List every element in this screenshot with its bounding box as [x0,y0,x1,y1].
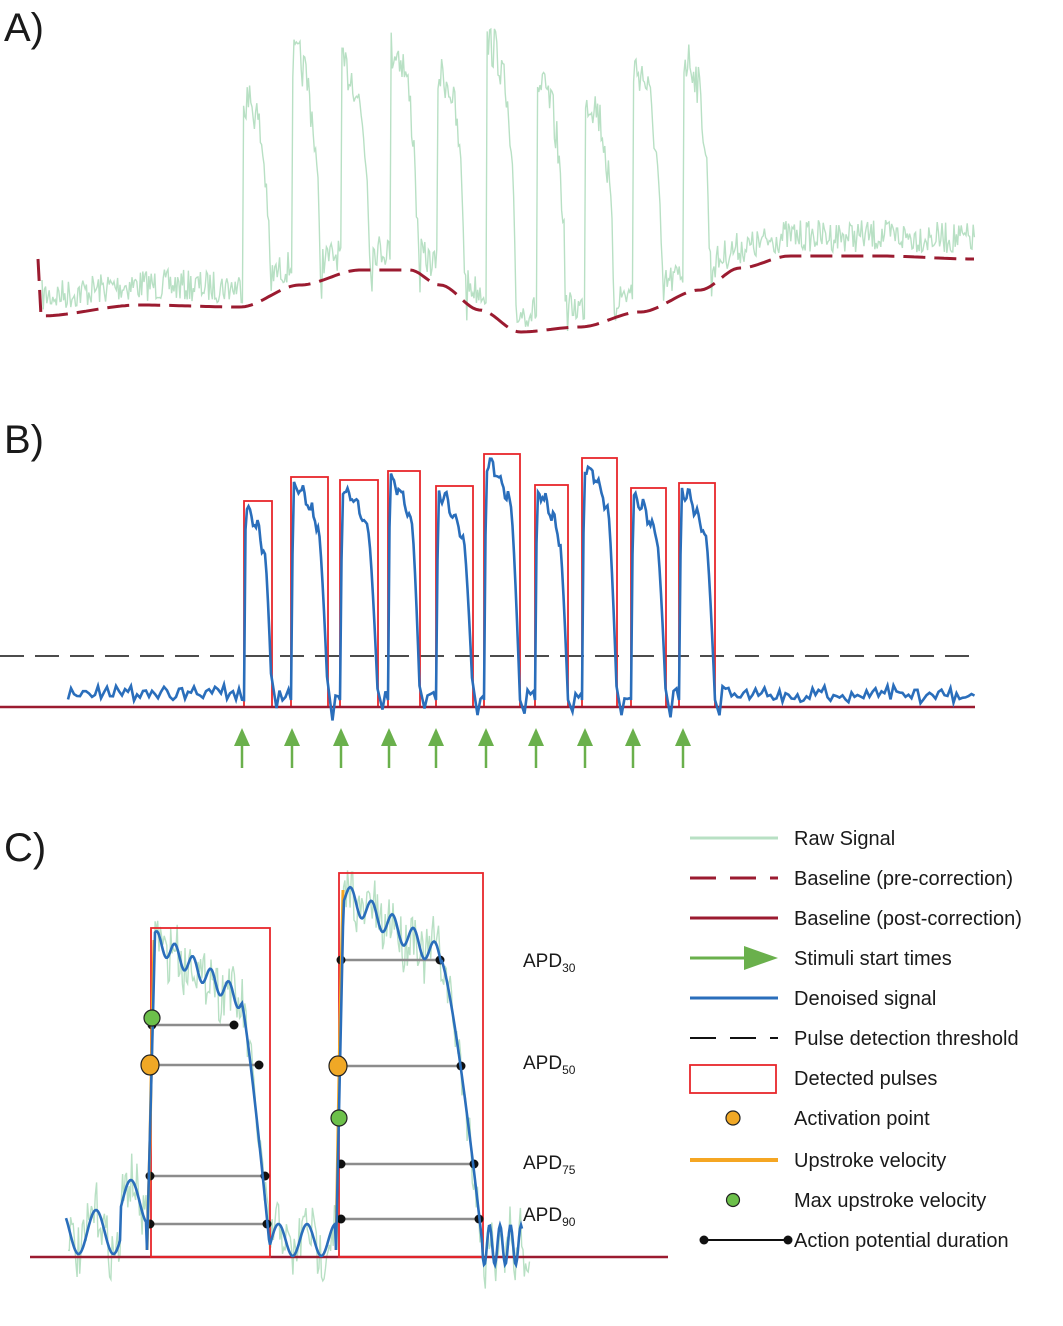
stimulus-arrow-9 [625,728,641,768]
stimulus-arrow-3 [333,728,349,768]
panel-label-c: C) [4,826,47,870]
stimulus-arrow-10 [675,728,691,768]
legend-item-baseline-pre: Baseline (pre-correction) [794,868,1013,890]
stimuli-arrows-group [234,728,691,768]
apd-line-5 [336,955,445,965]
legend-item-max-upstroke: Max upstroke velocity [794,1190,987,1212]
legend-item-upstroke: Upstroke velocity [794,1150,947,1172]
panel-c-apd-detail [30,870,668,1289]
legend-item-baseline-post: Baseline (post-correction) [794,908,1022,930]
legend-item-activation: Activation point [794,1108,930,1130]
legend-pulses-swatch [689,1064,777,1094]
activation-point-1 [140,1054,160,1076]
activation-point-2 [328,1055,348,1077]
apd-line-4 [145,1219,272,1229]
max-upstroke-velocity-point-1 [143,1009,161,1027]
legend-activation-dot [725,1110,741,1126]
legend-apd-swatch [699,1235,793,1245]
panel-b-denoised-signal [0,453,976,768]
legend-max-upstroke-dot [725,1192,741,1208]
legend-item-stimuli: Stimuli start times [794,948,952,970]
raw-signal-trace [41,27,976,332]
stimulus-arrow-8 [577,728,593,768]
stimulus-arrow-4 [381,728,397,768]
apd-30-label: APD30 [523,951,576,975]
denoised-signal-trace [66,457,976,721]
detected-pulses-group [243,453,716,708]
max-upstroke-velocity-point-2 [330,1109,348,1127]
legend-item-threshold: Pulse detection threshold [794,1028,1019,1050]
apd-lines-group [145,955,484,1229]
stimulus-arrow-2 [284,728,300,768]
apd-line-6 [336,1061,466,1071]
panel-label-b: B) [4,418,44,462]
apd-line-3 [145,1171,270,1181]
apd-90-label: APD90 [523,1205,576,1229]
baseline-pre-correction [36,254,974,334]
legend-item-pulses: Detected pulses [794,1068,938,1090]
stimulus-arrow-6 [478,728,494,768]
denoised-signal-trace-zoom [64,885,524,1270]
legend-stimuli-arrow-icon [690,946,778,970]
panel-label-a: A) [4,6,44,50]
stimulus-arrow-5 [428,728,444,768]
stimulus-arrow-1 [234,728,250,768]
apd-line-2 [147,1060,264,1070]
panel-a-raw-signal [36,27,976,334]
legend-symbols [689,836,793,1245]
apd-line-7 [336,1159,479,1169]
legend-item-denoised: Denoised signal [794,988,937,1010]
apd-line-8 [336,1214,484,1224]
stimulus-arrow-7 [528,728,544,768]
raw-signal-trace-zoom [67,870,531,1289]
apd-75-label: APD75 [523,1153,576,1177]
apd-line-1 [147,1020,239,1030]
apd-50-label: APD50 [523,1053,576,1077]
legend-item-raw-signal: Raw Signal [794,828,896,850]
legend-item-apd: Action potential duration [794,1230,1009,1252]
